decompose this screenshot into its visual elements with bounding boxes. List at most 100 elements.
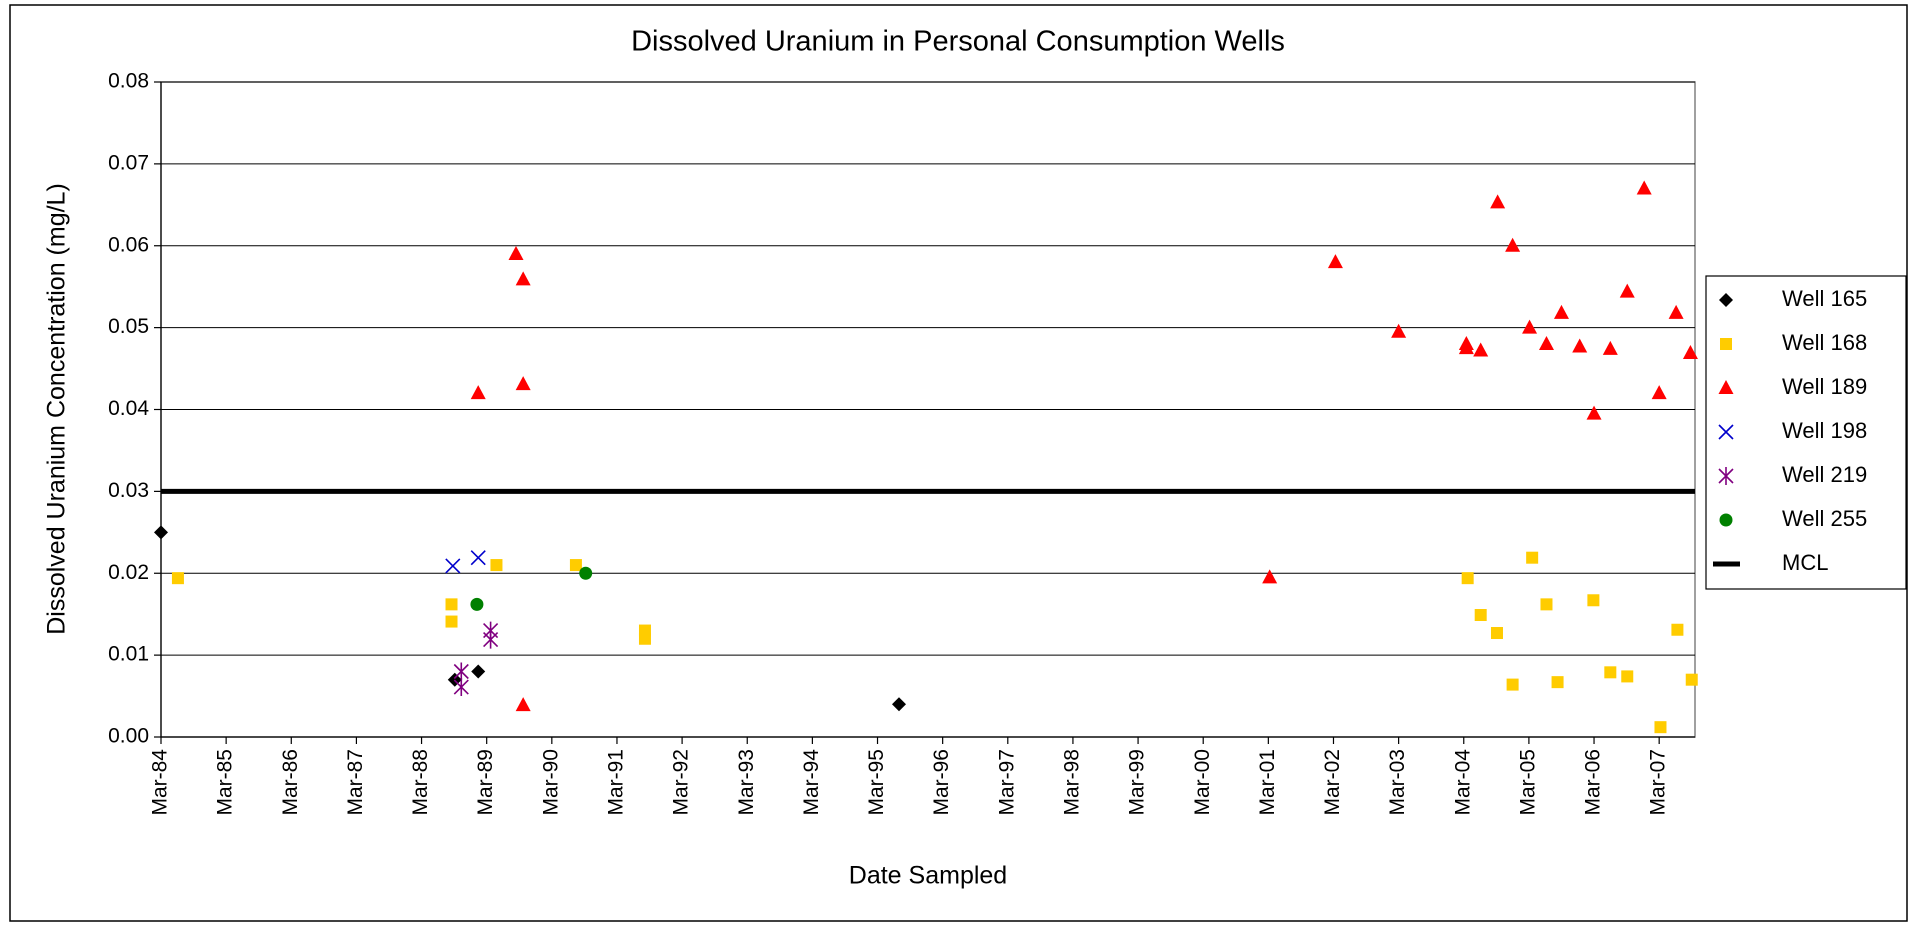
marker-square	[1604, 666, 1617, 679]
marker-square	[1671, 623, 1684, 636]
marker-square	[1540, 598, 1553, 611]
y-tick-label: 0.04	[108, 397, 149, 420]
marker-square	[1685, 673, 1698, 686]
y-tick-label: 0.03	[108, 479, 149, 502]
legend-box	[1705, 275, 1907, 590]
marker-triangle	[1391, 323, 1407, 338]
marker-star	[453, 678, 469, 697]
legend-label: MCL	[1782, 550, 1828, 575]
marker-triangle	[1262, 569, 1278, 584]
y-tick-label: 0.00	[108, 725, 149, 748]
marker-star	[483, 630, 499, 649]
x-tick-label: Mar-85	[214, 749, 237, 816]
legend-label: Well 168	[1782, 330, 1867, 355]
x-tick-label: Mar-98	[1060, 749, 1083, 816]
marker-diamond	[892, 697, 907, 712]
marker-square	[638, 632, 651, 645]
marker-diamond	[154, 525, 168, 540]
x-tick-label: Mar-01	[1256, 749, 1279, 816]
marker-triangle	[1636, 180, 1652, 195]
marker-square	[445, 598, 458, 611]
marker-square	[1587, 594, 1600, 607]
marker-star	[453, 662, 469, 681]
marker-circle	[470, 597, 484, 611]
y-tick-label: 0.05	[108, 315, 149, 338]
x-tick-label: Mar-89	[474, 749, 497, 816]
marker-triangle	[515, 697, 531, 712]
x-tick-label: Mar-90	[539, 749, 562, 816]
marker-triangle	[1586, 405, 1602, 420]
x-tick-label: Mar-93	[735, 749, 758, 816]
x-tick-label: Mar-91	[605, 749, 628, 816]
marker-square	[171, 572, 184, 585]
y-tick-label: 0.06	[108, 233, 149, 256]
marker-square	[1551, 676, 1564, 689]
marker-diamond	[471, 664, 486, 679]
x-tick-label: Mar-99	[1126, 749, 1149, 816]
x-tick-label: Mar-05	[1516, 749, 1539, 816]
marker-triangle	[1490, 194, 1506, 209]
marker-square	[490, 559, 503, 572]
marker-triangle	[1505, 237, 1521, 252]
marker-triangle	[1327, 254, 1343, 269]
legend-swatch	[1720, 338, 1732, 350]
legend-label: Well 219	[1782, 462, 1867, 487]
marker-triangle	[515, 271, 531, 286]
y-axis-label: Dissolved Uranium Concentration (mg/L)	[43, 183, 71, 635]
legend-swatch	[1719, 293, 1733, 307]
x-tick-label: Mar-00	[1191, 749, 1214, 816]
marker-square	[445, 615, 458, 628]
marker-triangle	[1619, 283, 1635, 298]
x-tick-label: Mar-92	[670, 749, 693, 816]
x-tick-label: Mar-86	[279, 749, 302, 816]
x-tick-label: Mar-06	[1582, 749, 1605, 816]
marker-square	[1490, 627, 1503, 640]
marker-triangle	[508, 245, 524, 260]
marker-x	[470, 550, 486, 566]
marker-triangle	[1458, 340, 1474, 355]
y-tick-label: 0.01	[108, 643, 149, 666]
marker-triangle	[1522, 319, 1538, 334]
marker-triangle	[1602, 340, 1618, 355]
marker-triangle	[1651, 385, 1667, 400]
marker-triangle	[1572, 338, 1588, 353]
marker-square	[1474, 609, 1487, 622]
marker-square	[1654, 721, 1667, 734]
x-tick-label: Mar-87	[344, 749, 367, 816]
legend-swatch	[1719, 513, 1733, 527]
marker-square	[1621, 670, 1634, 683]
x-tick-label: Mar-96	[930, 749, 953, 816]
x-tick-label: Mar-04	[1451, 749, 1474, 816]
x-tick-label: Mar-07	[1647, 749, 1670, 816]
legend-swatch	[1718, 467, 1734, 485]
marker-square	[1506, 678, 1519, 691]
y-tick-label: 0.07	[108, 151, 149, 174]
marker-circle	[579, 566, 593, 580]
x-tick-label: Mar-88	[409, 749, 432, 816]
marker-triangle	[1473, 342, 1489, 357]
marker-square	[569, 559, 582, 572]
legend-swatch	[1718, 424, 1734, 440]
legend-label: Well 165	[1782, 286, 1867, 311]
marker-triangle	[470, 385, 486, 400]
legend-label: Well 198	[1782, 418, 1867, 443]
x-tick-label: Mar-97	[995, 749, 1018, 816]
y-tick-label: 0.08	[108, 70, 149, 93]
marker-triangle	[1553, 304, 1569, 319]
marker-triangle	[1682, 345, 1698, 360]
chart-title: Dissolved Uranium in Personal Consumptio…	[631, 26, 1285, 58]
marker-triangle	[1538, 336, 1554, 350]
x-tick-label: Mar-94	[800, 749, 823, 816]
marker-triangle	[515, 376, 531, 391]
x-tick-label: Mar-84	[149, 749, 172, 816]
marker-triangle	[1668, 304, 1684, 319]
y-tick-label: 0.02	[108, 561, 149, 584]
legend-label: Well 255	[1782, 506, 1867, 531]
x-axis-label: Date Sampled	[849, 862, 1007, 890]
x-tick-label: Mar-95	[865, 749, 888, 816]
marker-x	[445, 558, 461, 574]
legend-label: Well 189	[1782, 374, 1867, 399]
marker-square	[1461, 572, 1474, 585]
